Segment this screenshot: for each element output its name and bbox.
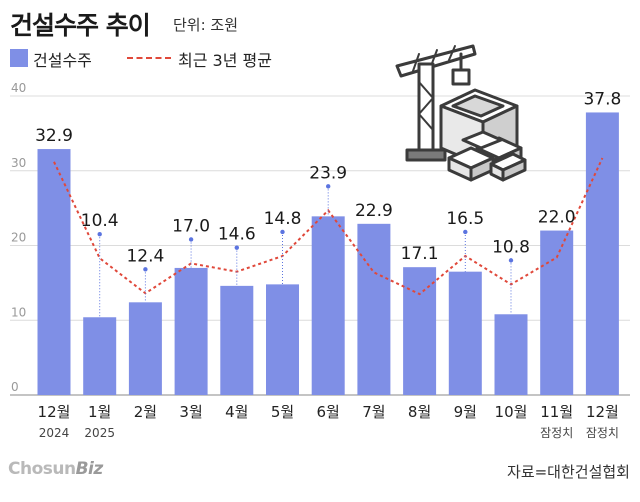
y-tick-label: 0 (11, 380, 19, 394)
x-tick-label: 9월 (454, 403, 477, 421)
logo-main: Chosun (8, 459, 76, 479)
leader-marker (508, 258, 514, 263)
value-labels: 32.9 10.4 12.4 17.0 14.6 14.8 23.9 22.9 17.1 16.5… (35, 89, 621, 318)
crane-construction-blocks-icon (395, 44, 527, 182)
x-tick-label: 12월 (38, 403, 71, 421)
leader-marker (143, 267, 148, 272)
y-tick-label: 40 (11, 81, 26, 95)
x-sub-label: 2025 (84, 426, 115, 440)
value-label: 16.5 (446, 209, 484, 229)
value-label: 12.4 (126, 246, 164, 266)
legend-line-label: 최근 3년 평균 (178, 51, 272, 70)
bar (494, 314, 528, 395)
x-tick-label: 7월 (362, 403, 385, 421)
bar (174, 267, 208, 395)
y-tick-label: 30 (11, 156, 26, 170)
value-label: 37.8 (583, 89, 621, 109)
leader-marker (463, 229, 468, 235)
x-tick-label: 11월 (540, 403, 573, 421)
legend-bar-label: 건설수주 (33, 51, 92, 70)
bars (37, 112, 619, 395)
value-label: 14.6 (218, 225, 256, 245)
x-tick-label: 8월 (408, 403, 431, 421)
leader-marker (280, 229, 285, 235)
leader-marker (234, 245, 239, 250)
x-sub-label: 잠정치 (540, 426, 573, 440)
value-label: 10.4 (81, 211, 119, 231)
bar (311, 216, 345, 395)
legend-bar-swatch (10, 49, 28, 67)
legend-line-swatch (127, 57, 171, 59)
x-tick-label: 6월 (317, 403, 340, 421)
value-label: 14.8 (264, 209, 302, 229)
bar (220, 285, 254, 395)
value-label: 23.9 (309, 163, 347, 183)
value-label: 22.9 (355, 201, 393, 221)
bar (448, 271, 482, 395)
bar (83, 317, 117, 395)
x-tick-label: 10월 (495, 403, 528, 421)
value-label: 32.9 (35, 126, 73, 146)
x-tick-label: 4월 (225, 403, 248, 421)
logo-biz: Biz (75, 459, 104, 479)
x-tick-label: 5월 (271, 403, 294, 421)
value-label: 17.1 (401, 244, 439, 264)
y-tick-label: 20 (11, 231, 26, 245)
x-sub-label: 2024 (39, 426, 70, 440)
x-sub-label: 잠정치 (586, 426, 619, 440)
leader-marker (97, 232, 102, 237)
y-tick-label: 10 (11, 305, 26, 319)
leader-marker (326, 184, 331, 189)
bar (128, 302, 162, 395)
bar (266, 284, 299, 395)
unit-label: 단위: 조원 (173, 16, 239, 34)
bar (403, 267, 437, 395)
value-label: 17.0 (172, 216, 210, 236)
source-note: 자료=대한건설협회 (507, 463, 630, 481)
bar (585, 112, 619, 395)
chart-title: 건설수주 추이 (10, 11, 151, 40)
x-tick-label: 2월 (134, 403, 157, 421)
bar (37, 149, 71, 395)
x-tick-label: 12월 (586, 403, 619, 421)
chosunbiz-logo: ChosunBiz (8, 459, 103, 479)
x-tick-label: 3월 (179, 403, 202, 421)
x-tick-label: 1월 (88, 403, 111, 421)
bar (357, 223, 391, 395)
bar (540, 230, 574, 395)
value-label: 10.8 (492, 237, 530, 257)
leader-marker (188, 237, 194, 242)
value-label: 22.0 (538, 208, 576, 228)
